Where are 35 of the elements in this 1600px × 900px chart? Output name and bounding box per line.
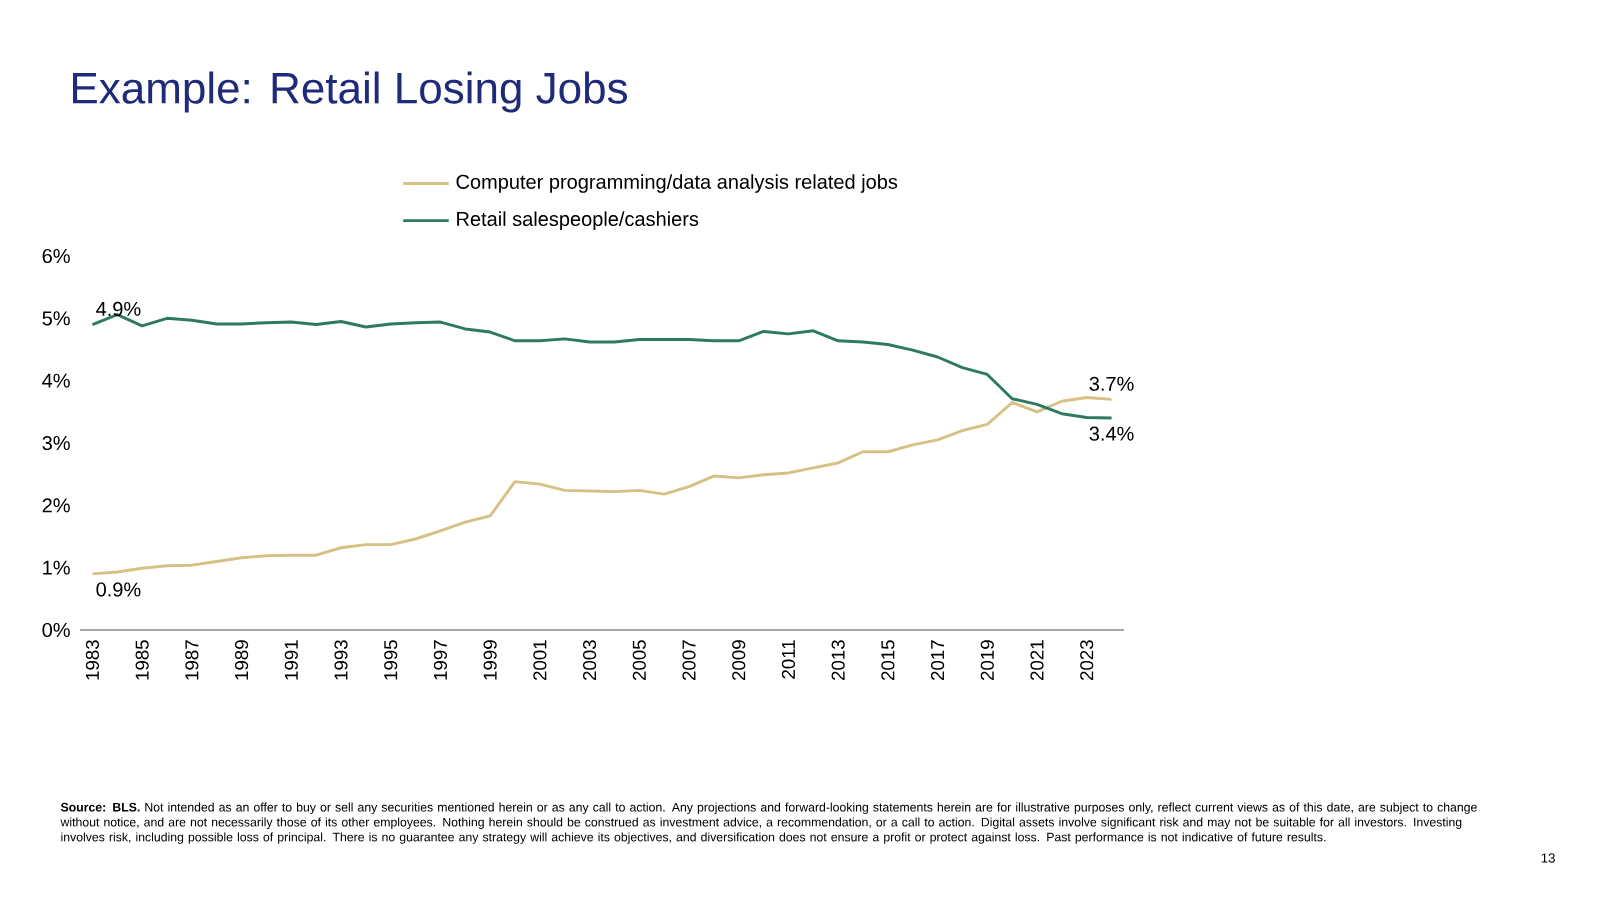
x-tick-label: 2015	[881, 640, 895, 681]
y-tick-label: 6%	[42, 248, 70, 264]
x-tick-label: 2017	[930, 640, 945, 681]
x-tick-label: 1983	[85, 640, 100, 680]
y-tick-label: 0%	[42, 622, 70, 638]
y-tick-label: 1%	[43, 560, 70, 575]
x-tick-label: 2011	[781, 640, 796, 679]
x-tick-label: 2013	[831, 640, 845, 681]
x-tick-label: 1989	[234, 640, 249, 680]
legend-label: Computer programming/data analysis related jobs	[456, 174, 898, 193]
data-label: 4.9%	[96, 301, 141, 317]
x-tick-label: 2005	[632, 640, 646, 681]
x-tick-label: 1995	[384, 640, 398, 680]
x-tick-label: 2001	[533, 640, 547, 681]
chart-title: Example: Retail Losing Jobs	[73, 71, 627, 113]
x-tick-label: 2009	[732, 640, 746, 681]
y-tick-label: 2%	[42, 498, 70, 513]
x-tick-label: 2021	[1030, 640, 1044, 681]
x-tick-label: 2007	[682, 640, 696, 681]
y-tick-label: 4%	[42, 373, 70, 388]
x-tick-label: 1997	[433, 640, 448, 680]
x-tick-label: 1999	[483, 640, 497, 680]
data-label: 3.4%	[1089, 426, 1134, 441]
x-tick-label: 2019	[980, 640, 994, 681]
y-tick-label: 3%	[42, 435, 70, 451]
legend-label: Retail salespeople/cashiers	[457, 211, 699, 230]
x-tick-label: 1985	[135, 640, 149, 680]
x-tick-label: 1987	[185, 640, 199, 680]
y-tick-label: 5%	[42, 311, 70, 326]
x-tick-label: 1991	[284, 640, 298, 680]
data-label: 3.7%	[1089, 376, 1134, 391]
x-tick-label: 2003	[582, 640, 597, 681]
x-tick-label: 2023	[1080, 640, 1094, 681]
x-tick-label: 1993	[334, 640, 348, 680]
data-label: 0.9%	[96, 582, 141, 597]
